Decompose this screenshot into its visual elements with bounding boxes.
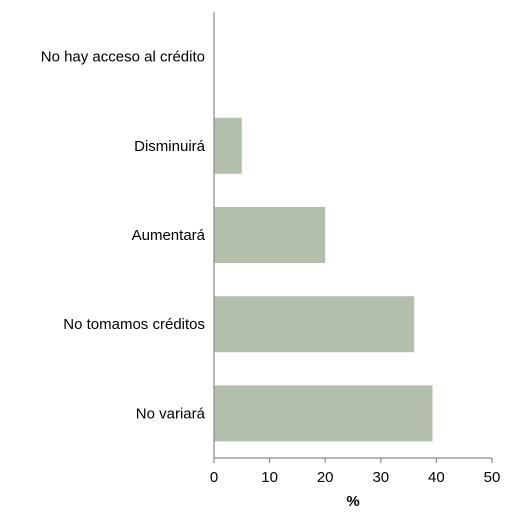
bar-2 <box>214 117 242 174</box>
x-tick-label-50: 50 <box>484 469 501 486</box>
category-label-2: Disminuirá <box>134 138 206 155</box>
category-label-4: No tomamos créditos <box>63 316 205 333</box>
x-tick-label-40: 40 <box>428 469 445 486</box>
bars-group <box>214 117 433 442</box>
bar-4 <box>214 296 415 353</box>
category-label-3: Aumentará <box>132 227 206 244</box>
x-tick-label-10: 10 <box>261 469 278 486</box>
x-tick-label-0: 0 <box>210 469 218 486</box>
x-tick-label-20: 20 <box>317 469 334 486</box>
category-label-5: No variará <box>136 405 206 422</box>
x-axis-title: % <box>346 493 359 510</box>
x-ticks: 0 10 20 30 40 50 <box>210 458 501 486</box>
bar-5 <box>214 385 433 442</box>
bar-3 <box>214 207 326 263</box>
category-labels: No hay acceso al crédito Disminuirá Aument… <box>41 49 206 423</box>
x-tick-label-30: 30 <box>372 469 389 486</box>
category-label-1: No hay acceso al crédito <box>41 49 205 66</box>
